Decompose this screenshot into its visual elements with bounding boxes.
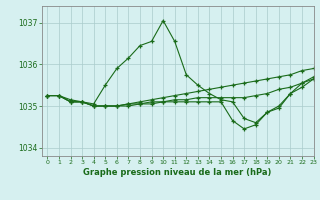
X-axis label: Graphe pression niveau de la mer (hPa): Graphe pression niveau de la mer (hPa) — [84, 168, 272, 177]
